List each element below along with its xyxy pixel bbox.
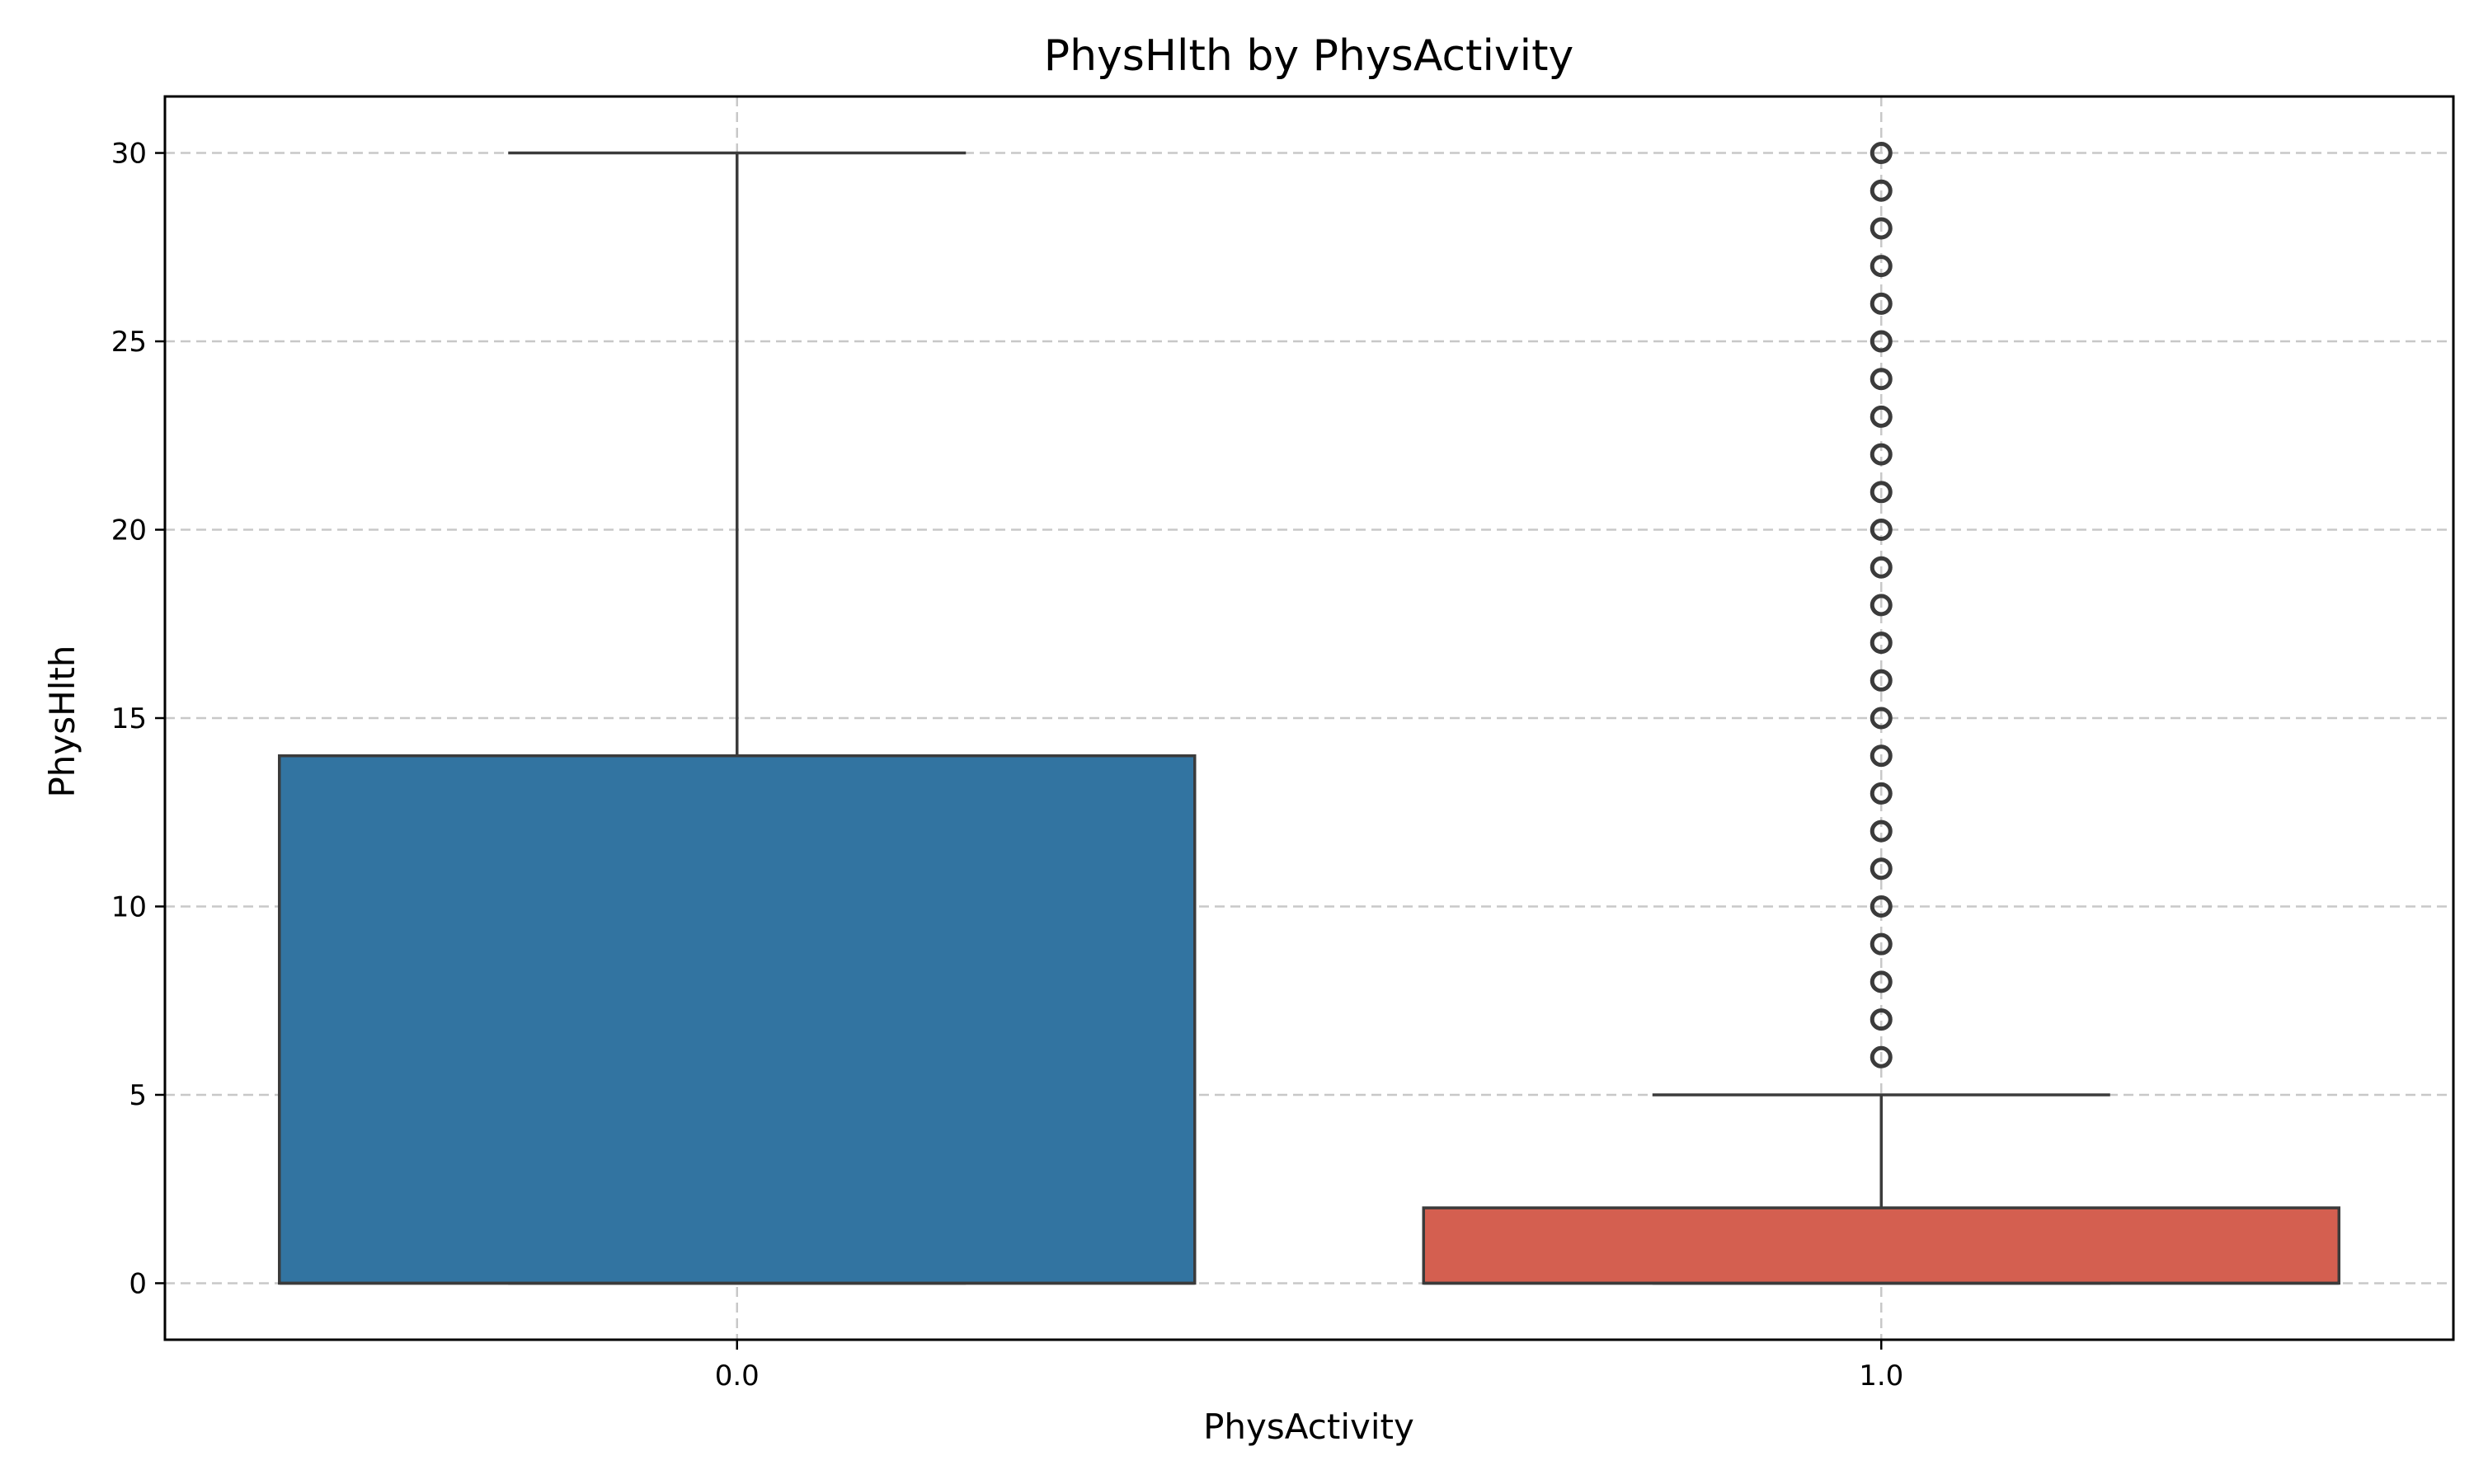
x-tick-label: 0.0 bbox=[715, 1360, 760, 1392]
y-tick-label: 0 bbox=[129, 1267, 147, 1300]
box-0.0 bbox=[278, 151, 1197, 1285]
outlier-point bbox=[1870, 142, 1893, 165]
outlier-point bbox=[1870, 632, 1893, 655]
outlier-point bbox=[1870, 932, 1893, 956]
outlier-point bbox=[1870, 556, 1893, 579]
outlier-point bbox=[1870, 368, 1893, 391]
boxes-group bbox=[278, 142, 2340, 1285]
outlier-point bbox=[1870, 594, 1893, 617]
outlier-point bbox=[1870, 443, 1893, 466]
outlier-point bbox=[1870, 895, 1893, 918]
box-1.0 bbox=[1422, 142, 2340, 1285]
y-tick-label: 25 bbox=[111, 326, 147, 359]
outlier-point bbox=[1870, 330, 1893, 353]
outlier-point bbox=[1870, 782, 1893, 805]
y-tick-label: 20 bbox=[111, 514, 147, 547]
outlier-point bbox=[1870, 519, 1893, 542]
outlier-point bbox=[1870, 481, 1893, 504]
y-tick-label: 30 bbox=[111, 138, 147, 171]
outlier-point bbox=[1870, 669, 1893, 692]
box-body bbox=[278, 754, 1197, 1285]
x-tick-label: 1.0 bbox=[1859, 1360, 1903, 1392]
outlier-point bbox=[1870, 179, 1893, 202]
outlier-point bbox=[1870, 1008, 1893, 1031]
outlier-point bbox=[1870, 819, 1893, 843]
y-tick-label: 10 bbox=[111, 890, 147, 923]
y-tick-label: 15 bbox=[111, 702, 147, 735]
outlier-point bbox=[1870, 217, 1893, 240]
y-axis-label: PhysHlth bbox=[42, 645, 82, 797]
outlier-point bbox=[1870, 857, 1893, 881]
x-axis-label: PhysActivity bbox=[1203, 1407, 1414, 1447]
outlier-point bbox=[1870, 292, 1893, 315]
outlier-point bbox=[1870, 970, 1893, 993]
box-body bbox=[1422, 1206, 2340, 1285]
outlier-point bbox=[1870, 744, 1893, 768]
outlier-point bbox=[1870, 255, 1893, 278]
outlier-point bbox=[1870, 707, 1893, 730]
y-tick-label: 5 bbox=[129, 1079, 147, 1112]
outlier-point bbox=[1870, 1045, 1893, 1068]
y-axis-ticks: 0 5 10 15 20 25 30 bbox=[111, 138, 165, 1300]
outlier-point bbox=[1870, 405, 1893, 428]
x-axis-ticks: 0.0 1.0 bbox=[715, 1340, 1903, 1392]
chart-title: PhysHlth by PhysActivity bbox=[1044, 31, 1574, 81]
